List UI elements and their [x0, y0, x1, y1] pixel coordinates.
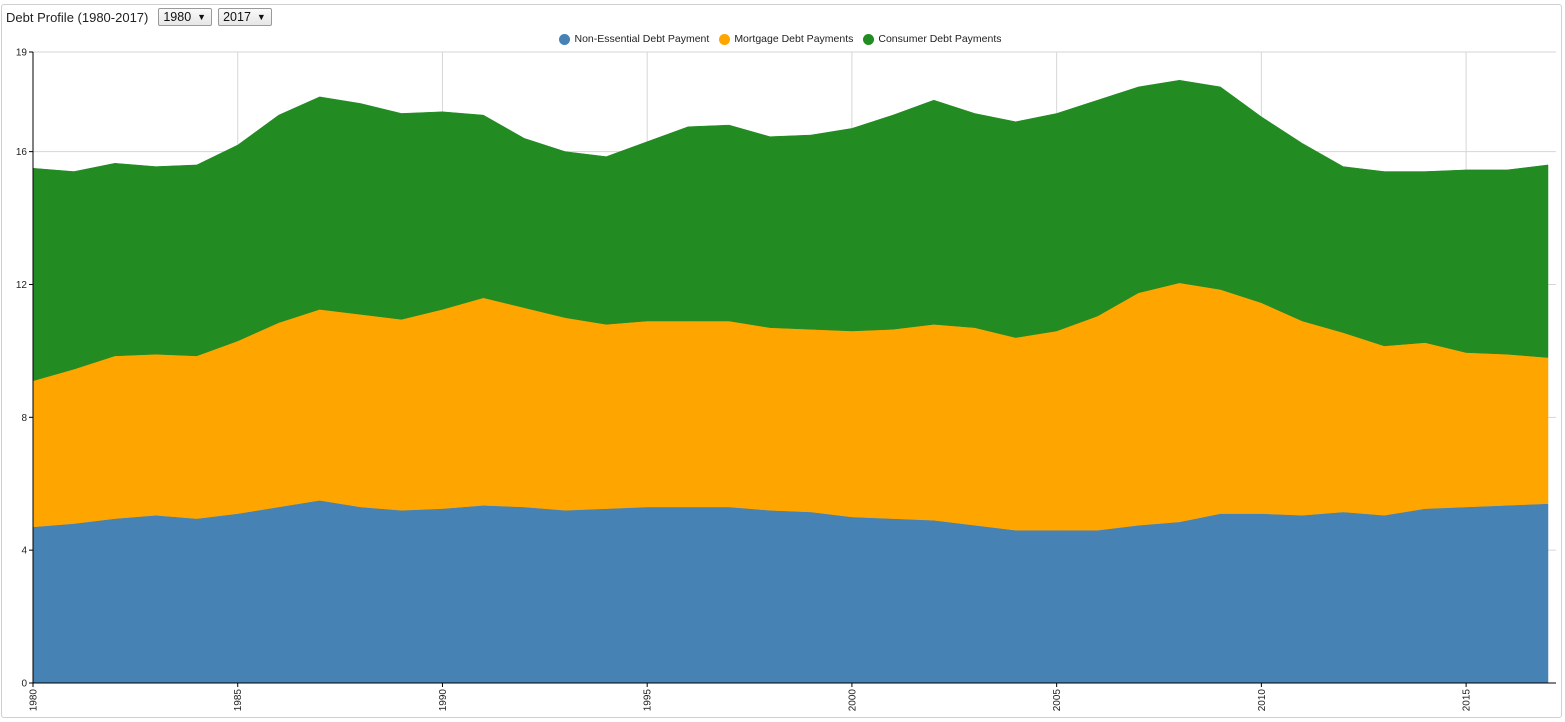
x-tick-label: 2000 [847, 689, 858, 712]
legend-item-consumer[interactable]: Consumer Debt Payments [863, 33, 1002, 45]
series-area-non_essential[interactable] [32, 500, 1549, 684]
y-tick-label: 19 [16, 48, 28, 59]
start-year-select[interactable]: 1980 ▼ [158, 8, 213, 26]
legend-label-non-essential: Non-Essential Debt Payment [574, 33, 710, 45]
chevron-down-icon: ▼ [197, 12, 207, 22]
x-tick-label: 1980 [29, 689, 40, 712]
end-year-value: 2017 [223, 10, 251, 24]
legend-label-mortgage: Mortgage Debt Payments [734, 33, 854, 45]
legend-item-non-essential[interactable]: Non-Essential Debt Payment [559, 33, 709, 45]
y-tick-label: 8 [21, 413, 27, 424]
x-tick-label: 1990 [438, 689, 449, 712]
legend-label-consumer: Consumer Debt Payments [878, 33, 1002, 45]
y-tick-label: 0 [21, 679, 27, 690]
start-year-value: 1980 [163, 10, 192, 24]
chart-title: Debt Profile (1980-2017) [6, 9, 149, 25]
x-tick-label: 1985 [233, 689, 244, 712]
chart-legend: Non-Essential Debt Payment Mortgage Debt… [0, 32, 1561, 46]
x-tick-label: 1995 [643, 689, 654, 712]
legend-item-mortgage[interactable]: Mortgage Debt Payments [719, 33, 853, 45]
legend-swatch-consumer [863, 33, 875, 45]
x-tick-label: 2005 [1052, 689, 1063, 712]
y-tick-label: 16 [16, 147, 28, 158]
y-tick-label: 4 [21, 546, 27, 557]
end-year-select[interactable]: 2017 ▼ [218, 8, 272, 26]
chart-toolbar: Debt Profile (1980-2017) 1980 ▼ 2017 ▼ [6, 6, 272, 28]
series-areas [32, 79, 1549, 684]
x-tick-label: 2010 [1257, 689, 1268, 712]
legend-swatch-non-essential [559, 33, 571, 45]
legend-swatch-mortgage [719, 33, 731, 45]
series-area-consumer[interactable] [32, 79, 1549, 382]
y-tick-label: 12 [16, 280, 28, 291]
x-tick-label: 2015 [1462, 689, 1473, 712]
chevron-down-icon: ▼ [256, 12, 266, 22]
